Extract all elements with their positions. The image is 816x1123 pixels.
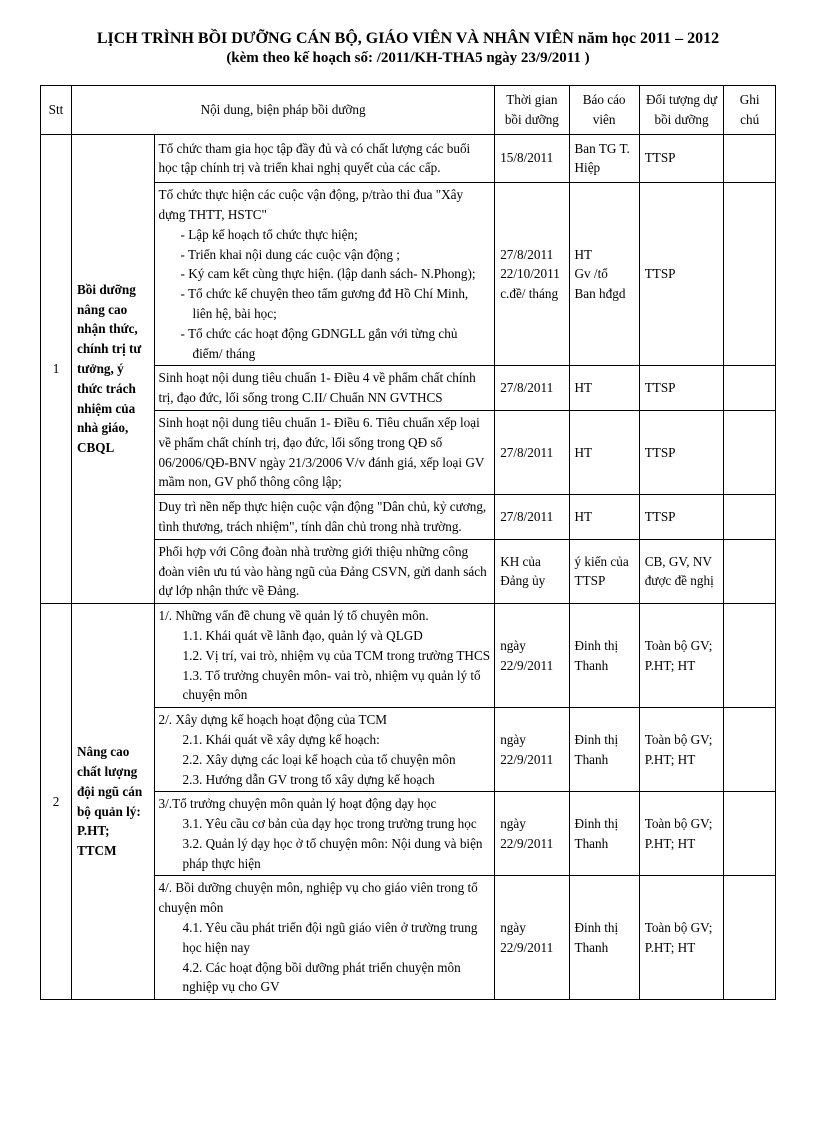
content-line: 4.2. Các hoạt động bồi dưỡng phát triển … [159,958,491,998]
time-cell: ngày 22/9/2011 [495,792,569,876]
target-cell: Toàn bộ GV; P.HT; HT [639,876,724,1000]
note-cell [724,495,776,540]
target-cell: Toàn bộ GV; P.HT; HT [639,708,724,792]
table-row: 1Bồi dưỡng nâng cao nhận thức, chính trị… [41,134,776,183]
content-line: 3/.Tổ trưởng chuyện môn quản lý hoạt độn… [159,794,491,814]
content-line: - Tổ chức các hoạt động GDNGLL gắn với t… [159,324,491,364]
reporter-cell: HTGv /tổBan hđgd [569,183,639,366]
note-cell [724,708,776,792]
target-cell: TTSP [639,410,724,494]
reporter-cell: HT [569,410,639,494]
content-line: - Triển khai nội dung các cuộc vận động … [159,245,491,265]
document-title: LỊCH TRÌNH BỒI DƯỠNG CÁN BỘ, GIÁO VIÊN V… [40,30,776,67]
content-cell: Duy trì nền nếp thực hiện cuộc vận động … [154,495,495,540]
section-cell: Nâng cao chất lượng đội ngũ cán bộ quản … [71,604,154,1000]
content-cell: Phối hợp với Công đoàn nhà trường giới t… [154,539,495,603]
col-note: Ghi chú [724,86,776,135]
content-line: 1.1. Khái quát về lãnh đạo, quản lý và Q… [159,626,491,646]
note-cell [724,134,776,183]
note-cell [724,876,776,1000]
target-cell: TTSP [639,183,724,366]
content-cell: 2/. Xây dựng kế hoạch hoạt động của TCM2… [154,708,495,792]
reporter-cell: ý kiến của TTSP [569,539,639,603]
content-line: Duy trì nền nếp thực hiện cuộc vận động … [159,497,491,537]
time-cell: ngày 22/9/2011 [495,708,569,792]
col-stt: Stt [41,86,72,135]
content-line: - Lập kế hoạch tổ chức thực hiện; [159,225,491,245]
content-line: - Tổ chức kể chuyện theo tấm gương đđ Hồ… [159,284,491,324]
target-cell: CB, GV, NV được đề nghị [639,539,724,603]
time-cell: 15/8/2011 [495,134,569,183]
col-content: Nội dung, biện pháp bồi dưỡng [71,86,494,135]
content-cell: Tổ chức thực hiện các cuộc vận động, p/t… [154,183,495,366]
content-cell: 1/. Những vấn đề chung về quản lý tổ chu… [154,604,495,708]
col-reporter: Báo cáo viên [569,86,639,135]
reporter-cell: HT [569,495,639,540]
reporter-cell: Đinh thị Thanh [569,876,639,1000]
content-line: 1.3. Tổ trưởng chuyên môn- vai trò, nhiệ… [159,666,491,706]
time-cell: 27/8/201122/10/2011c.đề/ tháng [495,183,569,366]
content-cell: 3/.Tổ trưởng chuyện môn quản lý hoạt độn… [154,792,495,876]
content-line: 2.3. Hướng dẫn GV trong tổ xây dựng kế h… [159,770,491,790]
schedule-table: Stt Nội dung, biện pháp bồi dưỡng Thời g… [40,85,776,1000]
reporter-cell: Đinh thị Thanh [569,792,639,876]
target-cell: TTSP [639,495,724,540]
content-line: 2.2. Xây dựng các loại kế hoạch của tổ c… [159,750,491,770]
time-cell: 27/8/2011 [495,366,569,411]
table-header-row: Stt Nội dung, biện pháp bồi dưỡng Thời g… [41,86,776,135]
content-line: Sinh hoạt nội dung tiêu chuẩn 1- Điều 6.… [159,413,491,492]
target-cell: TTSP [639,134,724,183]
content-cell: Sinh hoạt nội dung tiêu chuẩn 1- Điều 6.… [154,410,495,494]
content-line: 1.2. Vị trí, vai trò, nhiệm vụ của TCM t… [159,646,491,666]
note-cell [724,604,776,708]
content-line: 2/. Xây dựng kế hoạch hoạt động của TCM [159,710,491,730]
section-cell: Bồi dưỡng nâng cao nhận thức, chính trị … [71,134,154,604]
content-line: 3.2. Quản lý dạy học ở tổ chuyện môn: Nộ… [159,834,491,874]
content-line: Phối hợp với Công đoàn nhà trường giới t… [159,542,491,601]
target-cell: TTSP [639,366,724,411]
reporter-cell: Đinh thị Thanh [569,708,639,792]
content-line: 4.1. Yêu cầu phát triển đội ngũ giáo viê… [159,918,491,958]
time-cell: 27/8/2011 [495,495,569,540]
content-line: Tổ chức thực hiện các cuộc vận động, p/t… [159,185,491,225]
title-line-1: LỊCH TRÌNH BỒI DƯỠNG CÁN BỘ, GIÁO VIÊN V… [40,30,776,48]
col-time: Thời gian bồi dưỡng [495,86,569,135]
content-line: 3.1. Yêu cầu cơ bản của dạy học trong tr… [159,814,491,834]
col-target: Đối tượng dự bồi dưỡng [639,86,724,135]
note-cell [724,183,776,366]
note-cell [724,410,776,494]
note-cell [724,366,776,411]
reporter-cell: Đinh thị Thanh [569,604,639,708]
note-cell [724,539,776,603]
content-line: 4/. Bồi dưỡng chuyện môn, nghiệp vụ cho … [159,878,491,918]
note-cell [724,792,776,876]
time-cell: KH của Đảng ủy [495,539,569,603]
table-row: 2Nâng cao chất lượng đội ngũ cán bộ quản… [41,604,776,708]
stt-cell: 2 [41,604,72,1000]
time-cell: 27/8/2011 [495,410,569,494]
reporter-cell: Ban TG T. Hiệp [569,134,639,183]
time-cell: ngày 22/9/2011 [495,604,569,708]
stt-cell: 1 [41,134,72,604]
content-cell: 4/. Bồi dưỡng chuyện môn, nghiệp vụ cho … [154,876,495,1000]
content-line: 2.1. Khái quát về xây dựng kế hoạch: [159,730,491,750]
target-cell: Toàn bộ GV; P.HT; HT [639,792,724,876]
content-line: - Ký cam kết cùng thực hiện. (lập danh s… [159,264,491,284]
content-line: Tổ chức tham gia học tập đầy đủ và có ch… [159,139,491,179]
content-cell: Tổ chức tham gia học tập đầy đủ và có ch… [154,134,495,183]
target-cell: Toàn bộ GV; P.HT; HT [639,604,724,708]
reporter-cell: HT [569,366,639,411]
content-cell: Sinh hoạt nội dung tiêu chuẩn 1- Điều 4 … [154,366,495,411]
content-line: 1/. Những vấn đề chung về quản lý tổ chu… [159,606,491,626]
title-line-2: (kèm theo kế hoạch số: /2011/KH-THA5 ngà… [40,50,776,67]
time-cell: ngày 22/9/2011 [495,876,569,1000]
content-line: Sinh hoạt nội dung tiêu chuẩn 1- Điều 4 … [159,368,491,408]
